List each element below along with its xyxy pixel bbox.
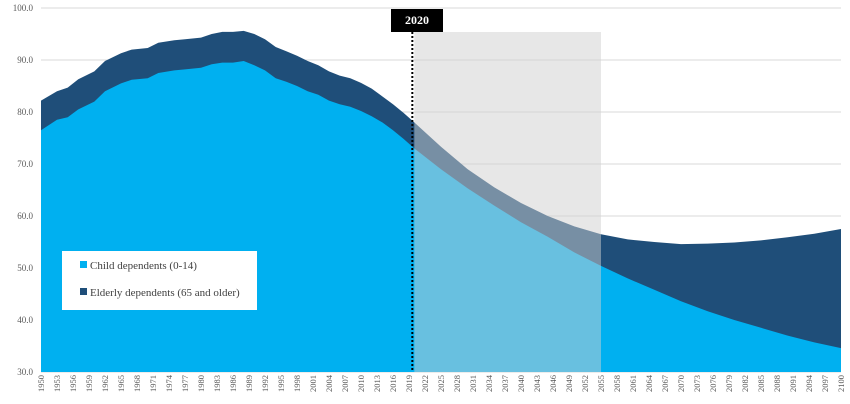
y-tick-label: 60.0 [17,211,33,221]
x-tick-label: 1998 [292,375,302,392]
x-tick-label: 2037 [500,375,510,392]
y-tick-label: 100.0 [13,3,34,13]
x-tick-label: 2010 [356,375,366,392]
x-tick-label: 2028 [452,375,462,392]
x-tick-label: 1989 [244,375,254,392]
legend-swatch-elderly [80,288,87,295]
x-tick-label: 2097 [820,375,830,392]
x-tick-label: 1995 [276,375,286,392]
x-tick-label: 2088 [772,375,782,392]
y-tick-label: 40.0 [17,315,33,325]
x-tick-label: 1980 [196,375,206,392]
x-tick-label: 2046 [548,375,558,392]
x-tick-label: 2016 [388,375,398,392]
x-tick-label: 1992 [260,375,270,392]
x-tick-label: 1953 [52,375,62,392]
y-tick-label: 30.0 [17,367,33,377]
x-tick-label: 2055 [596,375,606,392]
x-tick-label: 2082 [740,375,750,392]
x-tick-label: 2073 [692,375,702,392]
x-tick-label: 2019 [404,375,414,392]
x-tick-label: 2040 [516,375,526,392]
legend-item-elderly: Elderly dependents (65 and older) [80,287,240,299]
x-tick-label: 2022 [420,375,430,392]
legend: Child dependents (0-14) Elderly dependen… [62,251,257,310]
x-tick-label: 2025 [436,375,446,392]
legend-label-elderly: Elderly dependents (65 and older) [90,287,240,299]
x-tick-label: 1968 [132,375,142,392]
x-tick-label: 1965 [116,375,126,392]
x-tick-label: 2100 [836,375,846,392]
x-tick-label: 2004 [324,374,334,392]
x-tick-label: 2043 [532,375,542,392]
x-tick-label: 2091 [788,375,798,392]
highlight-band [414,32,601,372]
x-tick-label: 1959 [84,375,94,392]
x-tick-label: 2058 [612,375,622,392]
y-axis-ticks: 30.0 40.0 50.0 60.0 70.0 80.0 90.0 100.0 [13,3,34,377]
y-tick-label: 80.0 [17,107,33,117]
y-tick-label: 70.0 [17,159,33,169]
x-tick-label: 2007 [340,375,350,392]
x-tick-label: 2085 [756,375,766,392]
legend-item-child: Child dependents (0-14) [80,260,197,272]
y-tick-label: 90.0 [17,55,33,65]
legend-label-child: Child dependents (0-14) [90,260,197,272]
x-tick-label: 2061 [628,375,638,392]
x-tick-label: 2034 [484,374,494,392]
x-tick-label: 2070 [676,375,686,392]
x-tick-label: 2049 [564,375,574,392]
x-tick-label: 2052 [580,375,590,392]
x-tick-label: 1977 [180,375,190,392]
x-tick-label: 2076 [708,375,718,392]
x-tick-label: 1962 [100,375,110,392]
x-tick-label: 2064 [644,374,654,392]
x-tick-label: 2079 [724,375,734,392]
marker-year-label: 2020 [391,9,443,32]
x-tick-label: 2031 [468,375,478,392]
legend-swatch-child [80,261,87,268]
x-tick-label: 1950 [36,375,46,392]
x-tick-label: 2094 [804,374,814,392]
x-tick-label: 2013 [372,375,382,392]
x-tick-label: 2067 [660,375,670,392]
x-axis-ticks: 1950 1953 1956 1959 1962 1965 1968 1971 1974 1977… [36,374,846,392]
x-tick-label: 1983 [212,375,222,392]
x-tick-label: 2001 [308,375,318,392]
y-tick-label: 50.0 [17,263,33,273]
x-tick-label: 1971 [148,375,158,392]
x-tick-label: 1974 [164,374,174,392]
x-tick-label: 1986 [228,375,238,392]
x-tick-label: 1956 [68,375,78,392]
